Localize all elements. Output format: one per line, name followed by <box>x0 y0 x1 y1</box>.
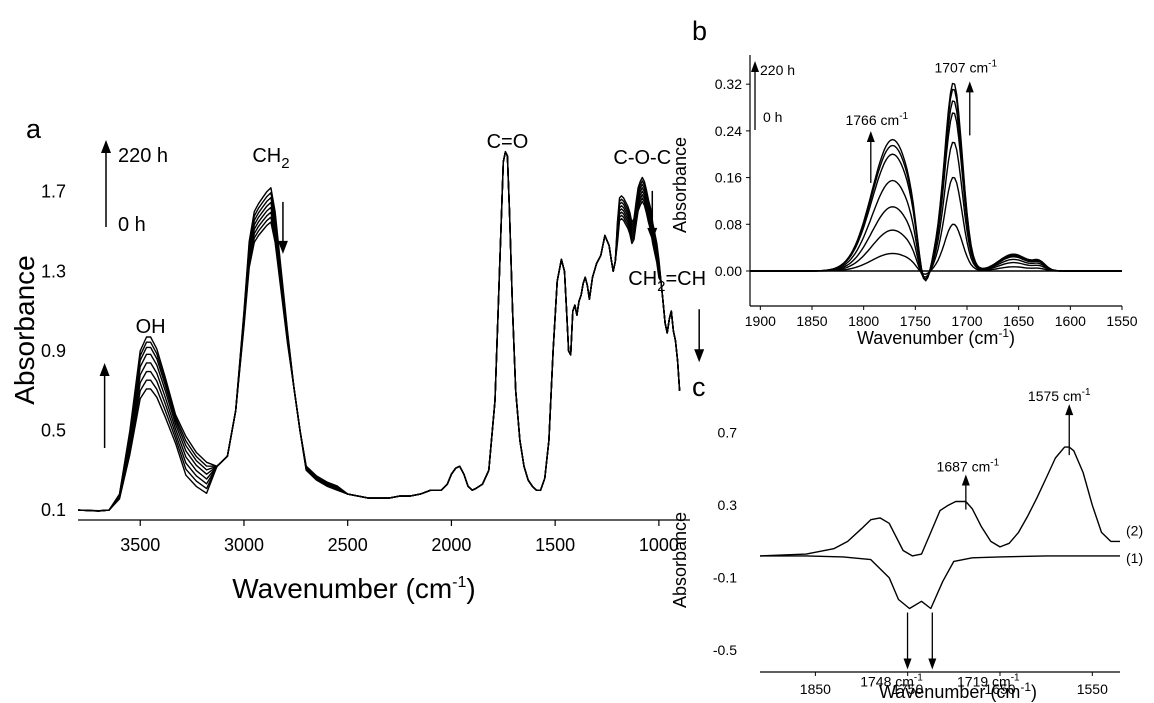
panel-c-annotation: 1575 cm-1 <box>1028 387 1091 404</box>
panel-letter-a: a <box>26 114 42 144</box>
panel-b-xtick-label: 1600 <box>1055 313 1086 329</box>
panel-a-annotation: CH2 <box>252 145 289 172</box>
panel-b-xlabel: Wavenumber (cm-1) <box>857 326 1015 348</box>
panel-a-xtick-label: 1000 <box>639 535 679 555</box>
panel-c-change-arrowhead <box>961 474 970 486</box>
panel-a-change-arrowhead <box>277 240 288 254</box>
panel-b-series-line <box>750 176 1122 278</box>
panel-letter-b: b <box>692 16 707 46</box>
panel-c-ylabel: Absorbance <box>670 512 690 608</box>
panel-c-xlabel: Wavenumber (cm-1) <box>879 680 1037 702</box>
panel-c: c 1850 1750 1650 1550 -0.5 -0.1 0.3 0.7 (1) (2)… <box>670 372 1143 702</box>
panel-b-series-line <box>750 82 1122 282</box>
panel-a-time-top: 220 h <box>118 145 168 167</box>
panel-a-series-line <box>77 151 681 512</box>
panel-a-annotation: C-O-C <box>613 147 671 169</box>
panel-c-series-line <box>759 446 1120 557</box>
panel-b-ylabel: Absorbance <box>670 137 690 233</box>
panel-c-series-label: (1) <box>1126 550 1143 566</box>
panel-c-change-arrowhead <box>903 658 912 670</box>
panel-c-annotation: 1687 cm-1 <box>937 458 1000 475</box>
panel-a-annotation: CH2=CH <box>628 268 706 295</box>
panel-a-ytick-label: 0.9 <box>41 341 66 361</box>
panel-a-xtick-label: 2500 <box>328 535 368 555</box>
panel-c-annotation: 1719 cm-1 <box>957 673 1020 690</box>
panel-a-series-line <box>77 151 681 512</box>
panel-a-change-arrowhead <box>694 349 705 363</box>
panel-b-xtick-label: 1700 <box>951 313 982 329</box>
panel-a-ytick-label: 1.3 <box>41 261 66 281</box>
panel-letter-c: c <box>692 372 706 402</box>
panel-c-change-arrowhead <box>1065 404 1074 416</box>
panel-a-xtick-label: 2000 <box>431 535 471 555</box>
panel-b-xtick-label: 1850 <box>796 313 827 329</box>
panel-a-xlabel: Wavenumber (cm-1) <box>232 573 475 604</box>
panel-b-xtick-label: 1900 <box>745 313 776 329</box>
panel-b-change-arrowhead <box>866 130 875 142</box>
panel-a-series-line <box>77 151 681 512</box>
panel-c-xtick-label: 1550 <box>1077 681 1108 697</box>
panel-a-time-bottom: 0 h <box>118 214 146 236</box>
panel-b-ytick-label: 0.16 <box>715 170 742 186</box>
panel-a-ytick-label: 0.5 <box>41 420 66 440</box>
panel-c-annotation: 1748 cm-1 <box>860 673 923 690</box>
panel-b-ytick-label: 0.08 <box>715 216 742 232</box>
panel-b-xtick-label: 1550 <box>1106 313 1137 329</box>
panel-b-annotation: 1707 cm-1 <box>934 58 997 75</box>
panel-a-series-line <box>77 151 681 512</box>
panel-b: b 1900 1850 1800 1750 1700 1650 1600 1550 0.00 0… <box>670 16 1138 348</box>
panel-a-ytick-label: 1.7 <box>41 182 66 202</box>
panel-a-series-line <box>77 151 681 512</box>
panel-b-xtick-label: 1800 <box>848 313 879 329</box>
panel-c-ytick-label: -0.5 <box>713 642 737 658</box>
panel-b-ytick-label: 0.32 <box>715 76 742 92</box>
panel-a-ytick-label: 0.1 <box>41 500 66 520</box>
panel-c-ytick-label: 0.3 <box>718 497 738 513</box>
panel-a-series-line <box>77 151 681 512</box>
panel-a-ylabel: Absorbance <box>9 255 40 404</box>
panel-c-change-arrowhead <box>928 658 937 670</box>
panel-a-change-arrowhead <box>647 227 658 241</box>
panel-a-change-arrowhead <box>99 362 110 376</box>
panel-b-time-arrowhead <box>751 61 759 72</box>
panel-a-xtick-label: 3000 <box>224 535 264 555</box>
panel-c-ytick-label: 0.7 <box>718 425 738 441</box>
panel-c-series-line <box>760 555 1120 610</box>
panel-a-xtick-label: 3500 <box>120 535 160 555</box>
panel-c-series-label: (2) <box>1126 522 1143 538</box>
panel-b-annotation: 1766 cm-1 <box>845 111 908 128</box>
panel-a-series-line <box>77 151 681 512</box>
panel-c-xtick-label: 1650 <box>984 681 1015 697</box>
panel-a-annotation: OH <box>136 316 166 338</box>
panel-a-xtick-label: 1500 <box>535 535 575 555</box>
panel-c-xtick-label: 1850 <box>800 681 831 697</box>
panel-a-series-line <box>77 151 681 512</box>
panel-b-xtick-label: 1650 <box>1003 313 1034 329</box>
panel-b-time-top: 220 h <box>760 62 795 78</box>
panel-c-ytick-label: -0.1 <box>713 570 737 586</box>
panel-a-time-arrowhead <box>101 140 111 153</box>
panel-b-ytick-label: 0.24 <box>715 123 742 139</box>
panel-a: a 3500 3000 2500 2000 1500 1000 0.1 0.5 0.9 1.3 1… <box>9 114 706 604</box>
panel-c-xtick-label: 1750 <box>892 681 923 697</box>
panel-b-change-arrowhead <box>965 81 974 93</box>
panel-b-xtick-label: 1750 <box>900 313 931 329</box>
panel-b-time-bottom: 0 h <box>763 109 782 125</box>
panel-a-annotation: C=O <box>487 131 529 153</box>
panel-b-ytick-label: 0.00 <box>715 263 742 279</box>
